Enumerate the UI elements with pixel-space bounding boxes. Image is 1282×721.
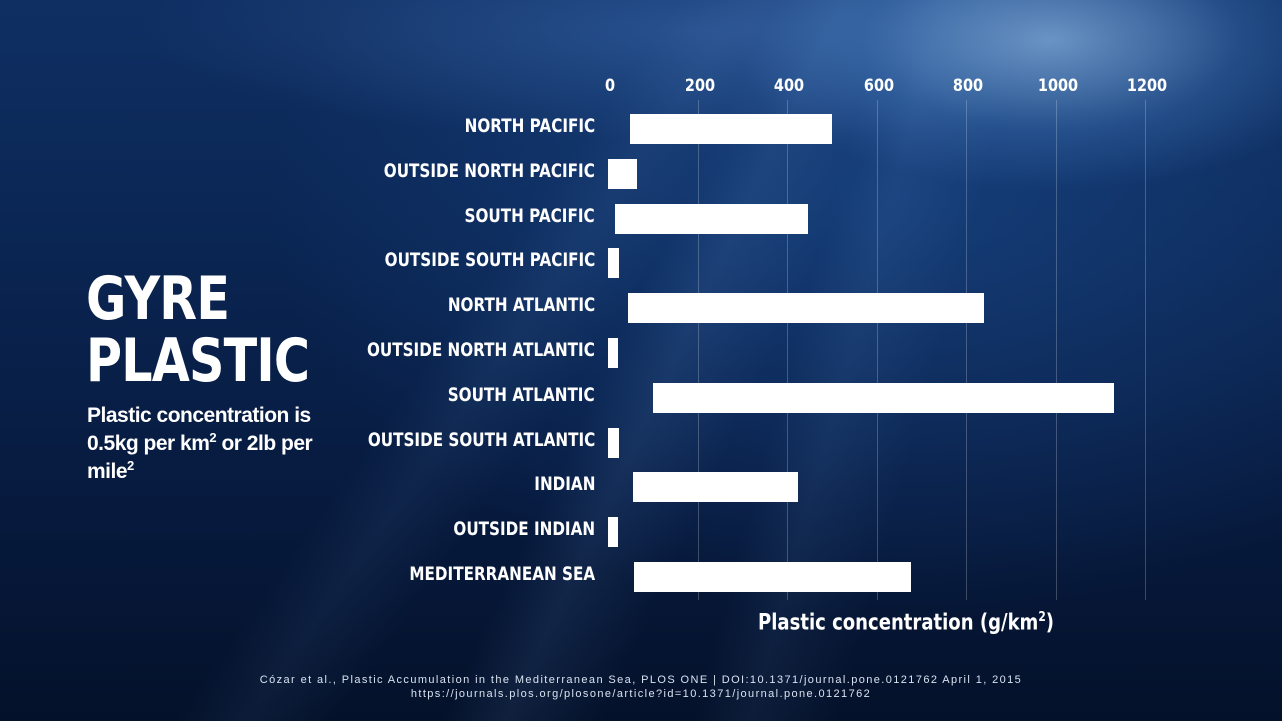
bar xyxy=(608,517,618,548)
category-label: Outside South Atlantic xyxy=(367,428,595,451)
gridline xyxy=(1055,100,1057,600)
subtitle-text-1: Plastic concentration is 0.5kg per km xyxy=(87,404,311,455)
category-label: North Pacific xyxy=(464,115,595,137)
subtitle-sup-2: 2 xyxy=(127,458,134,473)
subtitle-sup-1: 2 xyxy=(209,430,217,445)
x-tick-label: 200 xyxy=(684,76,715,96)
x-tick-label: 1200 xyxy=(1126,76,1168,96)
category-label: Outside South Pacific xyxy=(384,249,595,272)
gridline xyxy=(697,100,699,600)
x-tick-label: 1000 xyxy=(1037,76,1078,96)
x-tick-label: 0 xyxy=(604,76,616,96)
x-tick-label: 400 xyxy=(773,76,805,96)
bar xyxy=(652,382,1114,413)
category-label: South Pacific xyxy=(464,204,595,227)
x-axis-label: Plastic concentration (g/km2) xyxy=(758,610,1054,635)
bar xyxy=(608,248,620,279)
subtitle: Plastic concentration is 0.5kg per km2 o… xyxy=(87,405,347,483)
x-tick-label: 600 xyxy=(863,76,894,96)
title-line-2: PLASTIC xyxy=(86,326,310,396)
page-title: GYRE PLASTIC xyxy=(86,264,310,396)
bar xyxy=(630,114,832,144)
bar xyxy=(632,472,799,503)
category-label: Indian xyxy=(533,473,595,496)
citation-line-2: https://journals.plos.org/plosone/articl… xyxy=(410,688,872,700)
citation: Cózar et al., Plastic Accumulation in th… xyxy=(0,673,1282,701)
category-label: North Atlantic xyxy=(447,294,595,317)
category-label: South Atlantic xyxy=(448,383,595,406)
title-line-1: GYRE xyxy=(86,264,230,334)
category-label: Mediterranean Sea xyxy=(409,563,595,585)
gridline xyxy=(966,100,967,600)
gridline xyxy=(1145,100,1146,600)
x-axis-label-sup: 2 xyxy=(1038,610,1046,625)
citation-line-1: Cózar et al., Plastic Accumulation in th… xyxy=(259,674,1023,686)
bar xyxy=(633,562,912,592)
bar xyxy=(614,203,809,234)
x-tick-label: 800 xyxy=(952,76,984,96)
gridline xyxy=(787,100,788,600)
x-axis-label-close: ) xyxy=(1045,610,1055,636)
bar xyxy=(608,158,638,189)
bar xyxy=(608,338,618,368)
category-label: Outside Indian xyxy=(453,518,595,541)
category-label: Outside North Pacific xyxy=(383,159,595,182)
category-label: Outside North Atlantic xyxy=(367,339,595,361)
gridline xyxy=(876,100,878,600)
bar xyxy=(628,293,984,324)
x-axis-label-text: Plastic concentration (g/km xyxy=(758,610,1039,636)
bar xyxy=(608,427,620,458)
subtitle-text-2: or 2lb per mile xyxy=(87,432,313,483)
